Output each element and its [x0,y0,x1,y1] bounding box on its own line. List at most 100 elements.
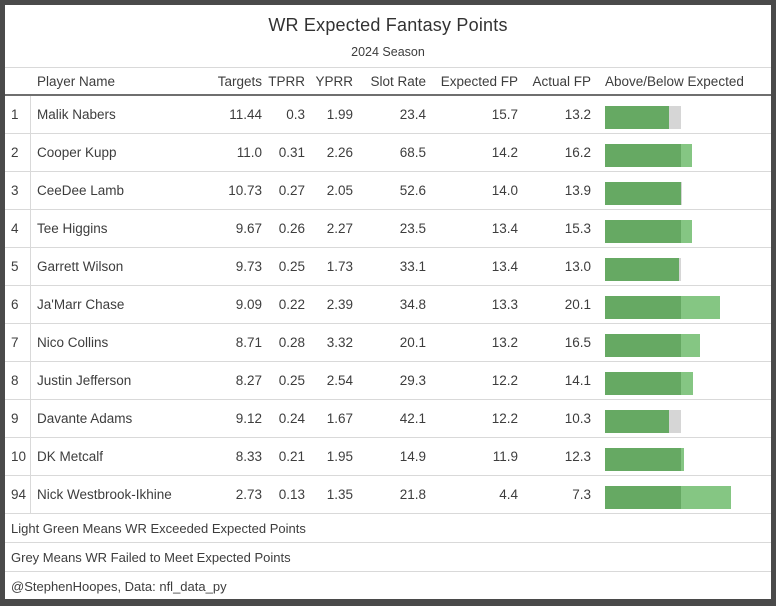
targets-value: 9.67 [235,221,262,236]
header-yprr: YPRR [315,73,353,89]
row-rank: 10 [5,438,31,475]
actual-vs-expected-bar [605,334,700,357]
bar-cell [591,134,771,171]
tprr-value: 0.13 [278,487,305,502]
table-row: 9 Davante Adams 9.12 0.24 1.67 42.1 12.2… [5,400,771,438]
row-rank: 7 [5,324,31,361]
bar-base-segment [605,372,681,395]
bar-base-segment [605,334,681,357]
header-expected-fp: Expected FP [440,73,518,89]
title-area: WR Expected Fantasy Points 2024 Season [5,5,771,67]
yprr-value: 2.39 [326,297,353,312]
row-rank: 3 [5,172,31,209]
bar-base-segment [605,258,679,281]
actual-fp-value: 16.5 [564,335,591,350]
row-rank: 1 [5,96,31,133]
header-targets: Targets [217,73,262,89]
player-name: Nico Collins [37,335,109,350]
table-row: 94 Nick Westbrook-Ikhine 2.73 0.13 1.35 … [5,476,771,514]
bar-extension-segment [681,334,700,357]
actual-vs-expected-bar [605,220,692,243]
bar-cell [591,96,771,133]
actual-vs-expected-bar [605,182,681,205]
expected-fp-value: 15.7 [491,107,518,122]
yprr-value: 2.27 [326,221,353,236]
expected-fp-value: 11.9 [492,449,518,464]
bar-extension-segment [678,258,681,281]
table-row: 3 CeeDee Lamb 10.73 0.27 2.05 52.6 14.0 … [5,172,771,210]
bar-base-segment [605,182,681,205]
slot-rate-value: 52.6 [399,183,426,198]
table-row: 5 Garrett Wilson 9.73 0.25 1.73 33.1 13.… [5,248,771,286]
slot-rate-value: 21.8 [399,487,426,502]
expected-fp-value: 14.0 [491,183,518,198]
bar-extension-segment [668,106,681,129]
table-row: 6 Ja'Marr Chase 9.09 0.22 2.39 34.8 13.3… [5,286,771,324]
header-player-name: Player Name [37,73,116,89]
targets-value: 8.27 [235,373,262,388]
bar-cell [591,172,771,209]
actual-fp-value: 20.1 [564,297,591,312]
actual-fp-value: 13.2 [564,107,591,122]
bar-cell [591,248,771,285]
bar-cell [591,286,771,323]
player-name: Justin Jefferson [37,373,132,388]
actual-fp-value: 12.3 [564,449,591,464]
slot-rate-value: 34.8 [399,297,426,312]
header-rank-spacer [5,68,31,94]
table-header: Player Name Targets TPRR YPRR Slot Rate … [5,67,771,96]
bar-base-segment [605,296,681,319]
slot-rate-value: 20.1 [399,335,426,350]
table-body: 1 Malik Nabers 11.44 0.3 1.99 23.4 15.7 … [5,96,771,514]
yprr-value: 1.67 [326,411,353,426]
bar-base-segment [605,486,681,509]
note-light-green: Light Green Means WR Exceeded Expected P… [5,514,771,543]
table-row: 2 Cooper Kupp 11.0 0.31 2.26 68.5 14.2 1… [5,134,771,172]
yprr-value: 1.73 [326,259,353,274]
tprr-value: 0.21 [278,449,305,464]
yprr-value: 3.32 [326,335,353,350]
bar-cell [591,438,771,475]
tprr-value: 0.24 [278,411,305,426]
row-rank: 5 [5,248,31,285]
bar-extension-segment [681,372,693,395]
header-tprr: TPRR [268,73,305,89]
actual-vs-expected-bar [605,410,681,433]
bar-extension-segment [681,220,692,243]
slot-rate-value: 14.9 [399,449,426,464]
actual-vs-expected-bar [605,144,692,167]
player-name: Cooper Kupp [37,145,117,160]
table-row: 7 Nico Collins 8.71 0.28 3.32 20.1 13.2 … [5,324,771,362]
yprr-value: 2.54 [326,373,353,388]
bar-cell [591,400,771,437]
expected-fp-value: 13.4 [491,259,518,274]
bar-base-segment [605,220,681,243]
yprr-value: 1.99 [326,107,353,122]
expected-fp-value: 4.4 [499,487,518,502]
table-row: 1 Malik Nabers 11.44 0.3 1.99 23.4 15.7 … [5,96,771,134]
bar-extension-segment [681,144,692,167]
player-name: Garrett Wilson [37,259,124,274]
tprr-value: 0.27 [278,183,305,198]
tprr-value: 0.25 [278,259,305,274]
yprr-value: 2.05 [326,183,353,198]
bar-extension-segment [681,448,684,471]
table-row: 10 DK Metcalf 8.33 0.21 1.95 14.9 11.9 1… [5,438,771,476]
actual-fp-value: 14.1 [564,373,591,388]
actual-vs-expected-bar [605,296,720,319]
actual-fp-value: 16.2 [564,145,591,160]
slot-rate-value: 23.5 [399,221,426,236]
bar-cell [591,362,771,399]
actual-vs-expected-bar [605,486,732,509]
bar-cell [591,324,771,361]
targets-value: 2.73 [235,487,262,502]
targets-value: 11.0 [236,145,262,160]
bar-cell [591,476,771,513]
header-actual-fp: Actual FP [532,73,591,89]
row-rank: 2 [5,134,31,171]
expected-fp-value: 14.2 [491,145,518,160]
targets-value: 10.73 [228,183,262,198]
actual-vs-expected-bar [605,106,681,129]
targets-value: 11.44 [229,107,262,122]
